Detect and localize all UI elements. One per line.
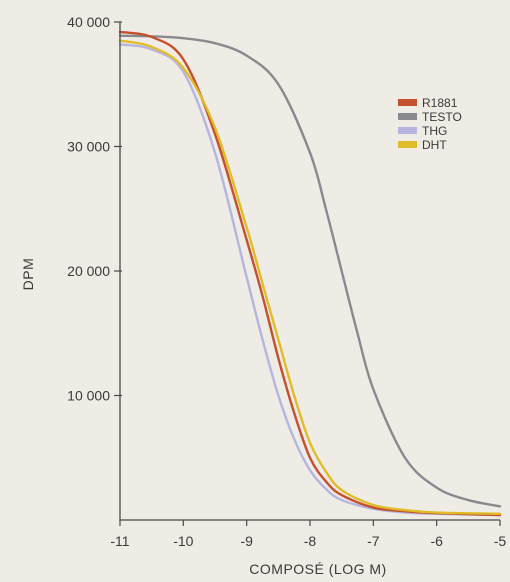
series-line-dht <box>118 39 502 515</box>
legend-swatch-thg <box>398 127 417 134</box>
x-tick-label: -8 <box>304 533 317 549</box>
y-tick-label: 30 000 <box>67 139 110 155</box>
y-axis-title: DPM <box>20 258 36 291</box>
y-tick-label: 10 000 <box>67 388 110 404</box>
legend-label-thg: THG <box>422 124 447 138</box>
x-tick-label: -6 <box>430 533 443 549</box>
legend-label-r1881: R1881 <box>422 96 458 110</box>
x-axis-title: COMPOSÉ (LOG M) <box>249 561 386 577</box>
series-line-testo <box>118 34 502 508</box>
series-curves <box>118 30 502 517</box>
legend-swatch-testo <box>398 113 417 120</box>
y-tick-label: 20 000 <box>67 263 110 279</box>
y-tick-label: 40 000 <box>67 14 110 30</box>
axes <box>114 21 501 526</box>
x-tick-label: -5 <box>494 533 507 549</box>
x-tick-label: -10 <box>173 533 193 549</box>
legend-label-dht: DHT <box>422 138 447 152</box>
x-tick-label: -7 <box>367 533 380 549</box>
legend-swatch-r1881 <box>398 99 417 106</box>
x-tick-label: -11 <box>110 533 129 549</box>
tick-labels: 10 000 20 000 30 000 40 000 -11 -10 -9 -8 -7 -6 -5 <box>67 14 506 549</box>
legend-label-testo: TESTO <box>422 110 462 124</box>
series-line-r1881 <box>118 30 502 517</box>
x-tick-label: -9 <box>240 533 253 549</box>
legend-swatch-dht <box>398 141 417 148</box>
